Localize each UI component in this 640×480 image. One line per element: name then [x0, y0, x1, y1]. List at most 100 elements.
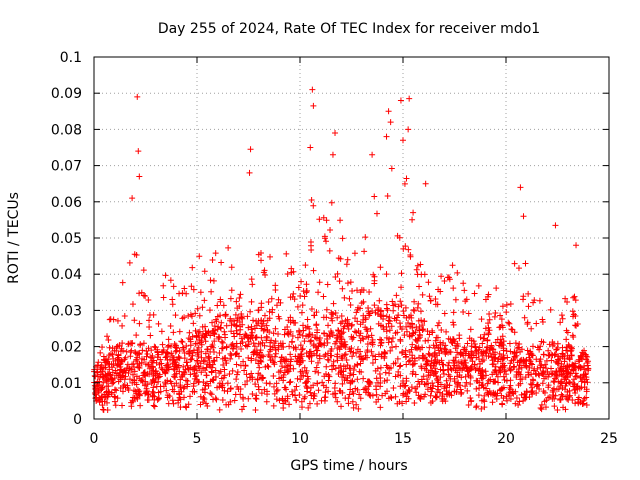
data-point	[418, 376, 425, 383]
data-point	[320, 382, 327, 389]
data-point	[434, 389, 441, 396]
data-point	[105, 383, 112, 390]
data-point	[500, 384, 507, 391]
data-point	[200, 358, 207, 365]
data-point	[357, 360, 364, 367]
data-point	[197, 289, 204, 296]
data-point	[551, 403, 558, 410]
data-point	[464, 387, 471, 394]
data-point	[227, 295, 234, 302]
data-point	[558, 391, 565, 398]
data-point	[494, 373, 501, 380]
data-point	[103, 359, 110, 366]
data-point	[306, 325, 313, 332]
data-point	[380, 323, 387, 330]
data-point	[377, 336, 384, 343]
data-point	[426, 344, 433, 351]
data-point	[185, 335, 192, 342]
data-point	[135, 364, 142, 371]
data-point	[430, 342, 437, 349]
x-axis-label: GPS time / hours	[290, 458, 407, 474]
data-point	[137, 402, 144, 409]
data-point	[202, 334, 209, 341]
data-point	[182, 403, 189, 410]
data-point	[392, 301, 399, 308]
data-point	[130, 360, 137, 367]
data-point	[237, 326, 244, 333]
data-point	[206, 359, 213, 366]
data-point	[195, 353, 202, 360]
data-point	[578, 384, 585, 391]
data-point	[301, 338, 308, 345]
data-point	[395, 368, 402, 375]
data-point	[249, 281, 256, 288]
data-point	[176, 391, 183, 398]
data-point	[480, 357, 487, 364]
data-point	[383, 334, 390, 341]
data-point	[410, 329, 417, 336]
data-point	[463, 379, 470, 386]
x-tick-label: 15	[394, 431, 412, 447]
data-point	[408, 384, 415, 391]
data-point	[327, 226, 334, 233]
data-point	[571, 293, 578, 300]
data-point	[409, 361, 416, 368]
data-point	[99, 402, 106, 409]
data-point	[108, 389, 115, 396]
data-point	[375, 379, 382, 386]
data-point	[201, 297, 208, 304]
data-point	[328, 309, 335, 316]
data-point	[289, 333, 296, 340]
data-point	[312, 368, 319, 375]
data-point	[350, 334, 357, 341]
data-point	[444, 381, 451, 388]
data-point	[440, 370, 447, 377]
data-point	[543, 357, 550, 364]
data-point	[272, 286, 279, 293]
data-point	[294, 303, 301, 310]
data-point	[397, 97, 404, 104]
data-point	[349, 398, 356, 405]
data-point	[389, 344, 396, 351]
data-point	[358, 286, 365, 293]
data-point	[242, 342, 249, 349]
data-point	[462, 383, 469, 390]
data-point	[119, 279, 126, 286]
data-point	[290, 268, 297, 275]
data-point	[406, 349, 413, 356]
data-point	[329, 151, 336, 158]
data-point	[338, 313, 345, 320]
data-point	[501, 362, 508, 369]
data-point	[299, 345, 306, 352]
data-point	[293, 383, 300, 390]
data-point	[346, 391, 353, 398]
data-point	[246, 169, 253, 176]
data-point	[394, 355, 401, 362]
data-point	[321, 330, 328, 337]
data-point	[98, 364, 105, 371]
data-point	[192, 310, 199, 317]
data-point	[385, 339, 392, 346]
data-point	[157, 383, 164, 390]
data-point	[545, 352, 552, 359]
data-point	[428, 352, 435, 359]
data-point	[417, 261, 424, 268]
data-point	[300, 372, 307, 379]
data-point	[400, 308, 407, 315]
data-point	[240, 358, 247, 365]
data-point	[144, 361, 151, 368]
data-point	[208, 288, 215, 295]
data-point	[449, 336, 456, 343]
data-point	[155, 378, 162, 385]
data-point	[152, 344, 159, 351]
data-point	[403, 375, 410, 382]
data-point	[405, 126, 412, 133]
data-point	[300, 288, 307, 295]
data-point	[213, 396, 220, 403]
data-point	[310, 382, 317, 389]
data-point	[272, 325, 279, 332]
data-point	[308, 358, 315, 365]
data-point	[482, 325, 489, 332]
data-point	[255, 370, 262, 377]
